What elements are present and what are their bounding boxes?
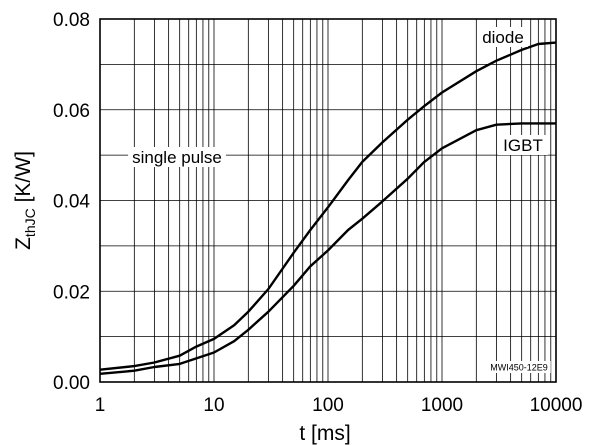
- y-tick-label: 0.02: [53, 282, 90, 303]
- x-tick-label: 100: [312, 395, 344, 416]
- y-tick-label: 0.04: [53, 192, 90, 213]
- series-group: [99, 41, 557, 375]
- y-tick-label: 0.06: [53, 101, 90, 122]
- grid: [100, 19, 556, 382]
- x-tick-label: 1: [95, 395, 106, 416]
- x-tick-label: 10: [203, 395, 224, 416]
- single-pulse-label: single pulse: [132, 148, 222, 167]
- tick-labels: 1 10 100 1000 10000 0.00 0.02 0.04 0.06 0.08: [53, 10, 582, 416]
- series-label-igbt: IGBT: [503, 136, 543, 155]
- x-tick-label: 1000: [421, 395, 463, 416]
- series-label-igbt-box: [498, 135, 548, 155]
- series-line-diode: [99, 41, 557, 371]
- figure-code-box: [487, 361, 551, 373]
- series-label-diode: diode: [482, 28, 524, 47]
- series-line-igbt: [99, 122, 556, 375]
- figure-code: MWI450-12E9: [490, 363, 548, 373]
- axis-labels: t [ms] ZthJC [K/W]: [12, 151, 351, 445]
- y-tick-label: 0.08: [53, 10, 90, 31]
- plot-frame: [99, 18, 557, 383]
- y-tick-label: 0.00: [53, 373, 90, 394]
- single-pulse-label-box: [128, 147, 226, 167]
- series-label-diode-box: [478, 27, 528, 47]
- x-axis-label: t [ms]: [299, 422, 350, 445]
- x-tick-label: 10000: [530, 395, 583, 416]
- y-axis-label: ZthJC [K/W]: [12, 151, 38, 250]
- annotations: diode IGBT single pulse MWI450-12E9: [128, 27, 551, 373]
